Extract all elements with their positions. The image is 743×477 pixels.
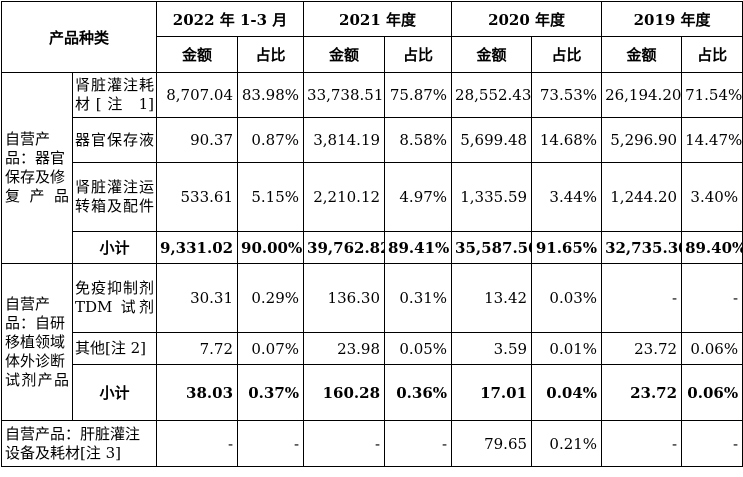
value-cell: - <box>601 263 683 333</box>
value-cell: 1,335.59 <box>451 162 533 232</box>
amount-header: 金额 <box>156 36 239 73</box>
value-cell: 0.87% <box>237 117 305 163</box>
product-name: 免疫抑制剂 TDM 试剂 <box>71 263 158 333</box>
value-cell: 0.36% <box>384 364 453 421</box>
value-cell: 9,331.02 <box>156 231 239 264</box>
category-header: 产品种类 <box>0 1 158 73</box>
category-cell-ivd-reagents: 自营产品：自研移植领域体外诊断试剂产品 <box>1 263 73 421</box>
value-cell: - <box>681 420 743 467</box>
value-cell: 17.01 <box>451 364 533 421</box>
period-header-2020: 2020 年度 <box>451 1 603 37</box>
value-cell: 39,762.82 <box>303 231 386 264</box>
value-cell: 2,210.12 <box>303 162 386 232</box>
category-cell-organ-preservation: 自营产品：器官保存及修复产品 <box>1 72 73 264</box>
value-cell: 0.31% <box>384 263 453 333</box>
value-cell: 0.06% <box>681 332 743 365</box>
value-cell: 0.05% <box>384 332 453 365</box>
product-revenue-table: 产品种类 2022 年 1-3 月 2021 年度 2020 年度 2019 年… <box>0 1 743 467</box>
value-cell: 38.03 <box>156 364 239 421</box>
value-cell: 90.37 <box>156 117 239 163</box>
value-cell: 0.04% <box>531 364 603 421</box>
header-row-metrics: 金额 占比 金额 占比 金额 占比 金额 占比 <box>2 36 743 73</box>
value-cell: 71.54% <box>681 72 743 118</box>
table-row: 自营产品：器官保存及修复产品 肾脏灌注耗材[注 1] 8,707.04 83.9… <box>1 72 743 264</box>
table-row: 器官保存液 90.37 0.87% 3,814.19 8.58% 5,699.4… <box>2 117 743 163</box>
value-cell: 32,735.30 <box>601 231 683 264</box>
value-cell: 89.40% <box>681 231 743 264</box>
ratio-header: 占比 <box>237 36 305 73</box>
value-cell: - <box>237 420 305 467</box>
value-cell: 91.65% <box>531 231 603 264</box>
value-cell: 90.00% <box>237 231 305 264</box>
value-cell: 3,814.19 <box>303 117 386 163</box>
value-cell: 23.98 <box>303 332 386 365</box>
value-cell: 14.68% <box>531 117 603 163</box>
value-cell: 5,699.48 <box>451 117 533 163</box>
ratio-header: 占比 <box>531 36 603 73</box>
value-cell: 14.47% <box>681 117 743 163</box>
value-cell: 0.21% <box>531 420 603 467</box>
value-cell: 33,738.51 <box>303 72 386 118</box>
value-cell: 8,707.04 <box>156 72 239 118</box>
value-cell: - <box>156 420 239 467</box>
subtotal-label: 小计 <box>71 364 158 421</box>
table-row: 其他[注 2] 7.72 0.07% 23.98 0.05% 3.59 0.01… <box>2 332 743 365</box>
value-cell: 30.31 <box>156 263 239 333</box>
product-name: 肾脏灌注运转箱及配件 <box>71 162 158 232</box>
period-header-2021: 2021 年度 <box>303 1 453 37</box>
ratio-header: 占比 <box>681 36 743 73</box>
amount-header: 金额 <box>601 36 683 73</box>
value-cell: 89.41% <box>384 231 453 264</box>
value-cell: 8.58% <box>384 117 453 163</box>
value-cell: 3.44% <box>531 162 603 232</box>
table-row: 自营产品：肝脏灌注设备及耗材[注 3] - - - - 79.65 0.21% … <box>0 420 743 467</box>
value-cell: 26,194.20 <box>601 72 683 118</box>
value-cell: 79.65 <box>451 420 533 467</box>
amount-header: 金额 <box>303 36 386 73</box>
product-name-liver-perfusion: 自营产品：肝脏灌注设备及耗材[注 3] <box>0 420 158 467</box>
table-row: 自营产品：自研移植领域体外诊断试剂产品 免疫抑制剂 TDM 试剂 30.31 0… <box>1 263 743 421</box>
value-cell: 83.98% <box>237 72 305 118</box>
value-cell: 5,296.90 <box>601 117 683 163</box>
value-cell: 1,244.20 <box>601 162 683 232</box>
value-cell: 7.72 <box>156 332 239 365</box>
value-cell: 35,587.50 <box>451 231 533 264</box>
product-name: 其他[注 2] <box>71 332 158 365</box>
value-cell: 0.03% <box>531 263 603 333</box>
value-cell: 3.59 <box>451 332 533 365</box>
ratio-header: 占比 <box>384 36 453 73</box>
value-cell: 0.06% <box>681 364 743 421</box>
subtotal-label: 小计 <box>71 231 158 264</box>
value-cell: - <box>384 420 453 467</box>
header-row-periods: 产品种类 2022 年 1-3 月 2021 年度 2020 年度 2019 年… <box>0 1 743 73</box>
subtotal-row: 小计 38.03 0.37% 160.28 0.36% 17.01 0.04% … <box>2 364 743 421</box>
value-cell: - <box>303 420 386 467</box>
table-row: 肾脏灌注运转箱及配件 533.61 5.15% 2,210.12 4.97% 1… <box>2 162 743 232</box>
value-cell: 533.61 <box>156 162 239 232</box>
value-cell: - <box>681 263 743 333</box>
value-cell: 13.42 <box>451 263 533 333</box>
value-cell: 23.72 <box>601 332 683 365</box>
value-cell: 136.30 <box>303 263 386 333</box>
period-header-2022q1: 2022 年 1-3 月 <box>156 1 305 37</box>
value-cell: - <box>601 420 683 467</box>
value-cell: 0.01% <box>531 332 603 365</box>
value-cell: 4.97% <box>384 162 453 232</box>
value-cell: 0.07% <box>237 332 305 365</box>
amount-header: 金额 <box>451 36 533 73</box>
value-cell: 75.87% <box>384 72 453 118</box>
period-header-2019: 2019 年度 <box>601 1 743 37</box>
value-cell: 73.53% <box>531 72 603 118</box>
product-name: 肾脏灌注耗材[注 1] <box>71 72 158 118</box>
subtotal-row: 小计 9,331.02 90.00% 39,762.82 89.41% 35,5… <box>2 231 743 264</box>
value-cell: 23.72 <box>601 364 683 421</box>
value-cell: 0.37% <box>237 364 305 421</box>
value-cell: 3.40% <box>681 162 743 232</box>
value-cell: 5.15% <box>237 162 305 232</box>
value-cell: 160.28 <box>303 364 386 421</box>
product-name: 器官保存液 <box>71 117 158 163</box>
value-cell: 0.29% <box>237 263 305 333</box>
value-cell: 28,552.43 <box>451 72 533 118</box>
